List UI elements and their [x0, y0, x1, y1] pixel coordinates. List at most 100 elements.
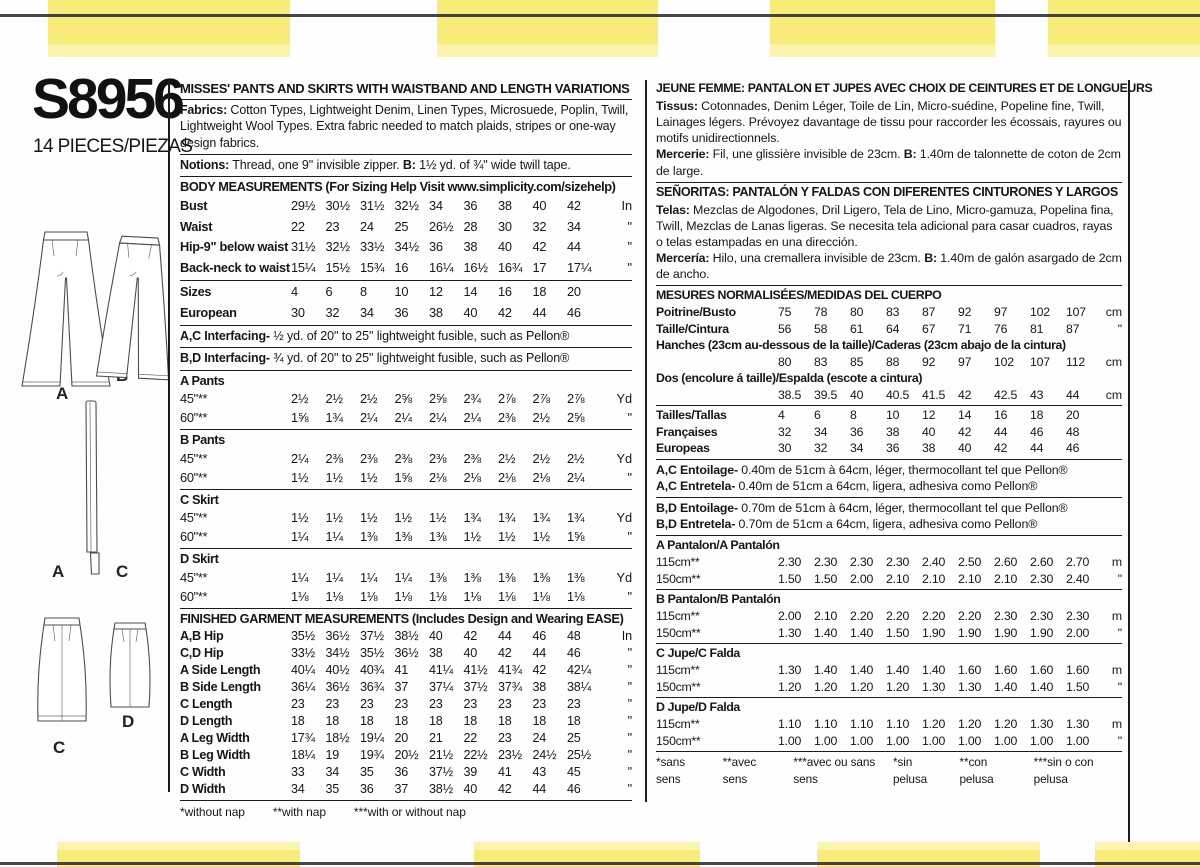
cell-value: 36 [394, 304, 409, 320]
table-row: Hip-9" below waist 31½ 32½ 33½ 34½ 36 38 40 42 44… [180, 237, 632, 258]
row-unit: " [627, 218, 633, 234]
cell-value: 34 [429, 198, 443, 213]
cell-value: 87 [922, 305, 936, 320]
row-unit: " [627, 679, 632, 694]
cell-value: 40 [958, 441, 972, 456]
pants-b-illustration [96, 232, 176, 390]
yardage-section: D Skirt 45"** 1¼ 1¼ 1¼ 1¼ 1⅜ 1⅜ 1⅜ 1⅜ 1⅜ Yd 60"** 1⅛ 1… [180, 549, 632, 609]
entoilage-ac-text: 0.40m de 51cm à 64cm, léger, thermocolla… [737, 462, 1068, 477]
cell-value: 37½ [429, 764, 453, 779]
cell-value: 2¼ [291, 450, 309, 466]
cell-value: 32 [532, 218, 547, 234]
cell-value: 1⅛ [325, 588, 344, 604]
cell-value: 37¾ [498, 679, 522, 694]
cell-value: 41¼ [429, 662, 453, 677]
table-row: Poitrine/Busto 75 78 80 83 87 92 97 102 107 cm [656, 304, 1122, 321]
french-spanish-column: JEUNE FEMME: PANTALON ET JUPES AVEC CHOI… [656, 80, 1153, 788]
row-unit: " [1117, 571, 1122, 586]
cell-value: 23 [291, 696, 305, 711]
section-header: C Skirt [180, 491, 219, 507]
cell-value: 19 [325, 747, 340, 762]
skirt-d-illustration [100, 620, 160, 714]
cell-value: 18 [532, 284, 547, 299]
cell-value: 58 [814, 321, 828, 336]
footnote-item: ***with or without nap [353, 804, 466, 819]
body-measurements-rows: Bust 29½ 30½ 31½ 32½ 34 36 38 40 42 In Waist 22 23 24 2… [180, 196, 632, 278]
cell-value: 1.90 [994, 625, 1018, 640]
row-label: 115cm** [656, 663, 700, 678]
cell-value: 46 [567, 304, 581, 320]
cell-value: 24 [360, 218, 374, 234]
row-label: 45"** [180, 510, 208, 525]
cell-value: 19¼ [360, 730, 384, 745]
cell-value: 1.40 [850, 625, 874, 640]
sizes-rows: Sizes 4 6 8 10 12 14 16 18 20 European 30 32 34 36 38 40… [180, 282, 632, 323]
row-label: C Width [180, 764, 226, 779]
cell-value: 20½ [394, 747, 419, 762]
cell-value: 2⅛ [429, 469, 447, 485]
row-unit: " [627, 588, 633, 604]
cell-value: 64 [886, 321, 900, 336]
row-unit: Yd [616, 569, 633, 585]
cell-value: 1½ [498, 529, 516, 544]
row-unit: Yd [616, 450, 633, 466]
cell-value: 1½ [291, 510, 309, 525]
entoilage-bd-block: B,D Entoilage- 0.70m de 51cm à 64cm, lég… [656, 498, 1122, 537]
skirt-long-drawing [37, 617, 87, 722]
cell-value: 28 [463, 218, 478, 234]
dos-values: 38.5 39.5 40 40.5 41.5 42 42.5 43 44 cm [656, 387, 1122, 404]
pattern-title-es: SEÑORITAS: PANTALÓN Y FALDAS CON DIFEREN… [656, 184, 1118, 199]
cell-value: 1½ [325, 469, 344, 485]
entoilage-bd-label: B,D Entoilage- [656, 501, 738, 515]
cell-value: 22 [463, 730, 478, 745]
cell-value: 16 [498, 284, 512, 299]
row-label: 150cm** [656, 571, 701, 586]
cell-value: 8 [850, 408, 857, 423]
yardage-section: A Pantalon/A Pantalón 115cm** 2.30 2.30 2.30… [656, 536, 1122, 591]
cell-value: 18 [498, 713, 512, 728]
cell-value: 1.00 [922, 733, 946, 748]
table-row: Bust 29½ 30½ 31½ 32½ 34 36 38 40 42 In [180, 196, 632, 217]
row-unit: Yd [616, 510, 633, 525]
cell-value: 14 [463, 284, 478, 299]
cell-value: 1.40 [994, 679, 1018, 694]
notions-text-b: 1½ yd. of ¾" wide twill tape. [415, 157, 571, 172]
cell-value: 1.90 [958, 625, 982, 640]
cell-value: 1.60 [1066, 663, 1090, 678]
cell-value: 37 [394, 781, 409, 796]
cell-value: 2½ [532, 450, 551, 466]
cell-value: 40 [429, 628, 443, 643]
row-label: Sizes [180, 284, 212, 299]
notions-view-b-label: B: [402, 157, 416, 172]
cell-value: 87 [1066, 321, 1080, 336]
cell-value: 31½ [291, 239, 316, 254]
cell-value: 40 [463, 781, 478, 796]
cell-value: 1.20 [814, 679, 838, 694]
table-row: 38.5 39.5 40 40.5 41.5 42 42.5 43 44 cm [656, 387, 1122, 404]
cell-value: 1.10 [850, 717, 874, 732]
cell-value: 2⅜ [360, 450, 378, 466]
cell-value: 1½ [291, 469, 309, 485]
cell-value: 2.00 [850, 571, 874, 586]
cell-value: 17¼ [567, 259, 592, 275]
cell-value: 23 [567, 696, 581, 711]
cell-value: 15¾ [360, 259, 385, 275]
cell-value: 40½ [325, 662, 350, 677]
cell-value: 44 [498, 628, 512, 643]
cell-value: 1½ [360, 510, 378, 525]
cell-value: 44 [994, 424, 1008, 439]
cell-value: 18 [567, 713, 581, 728]
cell-value: 42 [498, 645, 512, 660]
cell-value: 92 [958, 305, 972, 320]
table-row: 150cm** 1.00 1.00 1.00 1.00 1.00 1.00 1.00 1.00 1… [656, 733, 1122, 750]
cell-value: 30½ [325, 198, 351, 213]
cell-value: 35½ [291, 628, 315, 643]
cell-value: 2.10 [958, 571, 982, 586]
cell-value: 37¼ [429, 679, 453, 694]
finished-garment-rows: A,B Hip 35½ 36½ 37½ 38½ 40 42 44 46 48 In C,D Hip 33… [180, 628, 632, 798]
row-unit: m [1111, 663, 1122, 678]
footnote-en: *without nap **with nap ***with or witho… [180, 801, 632, 822]
cell-value: 1.50 [1066, 679, 1090, 694]
cell-value: 40 [463, 304, 478, 320]
